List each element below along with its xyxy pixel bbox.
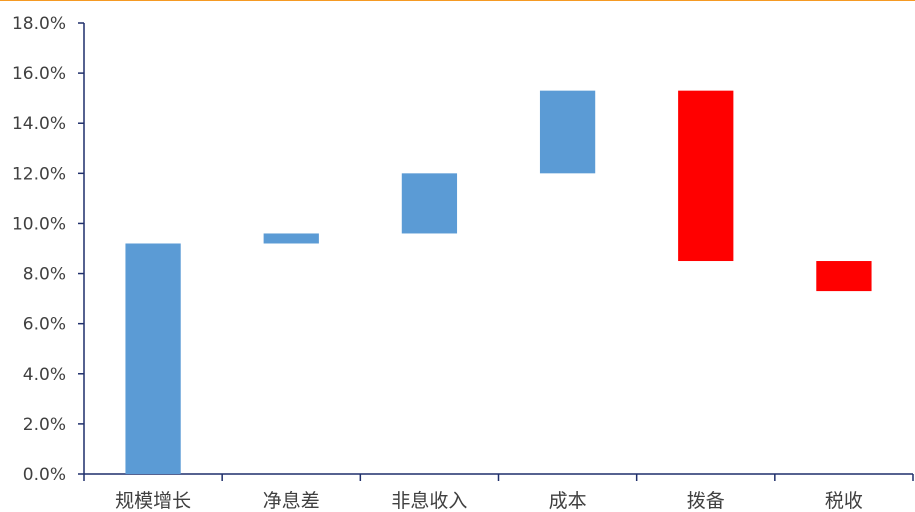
y-tick-label: 8.0%: [23, 265, 66, 285]
y-tick-label: 16.0%: [12, 64, 66, 84]
x-category-label: 规模增长: [115, 490, 191, 512]
x-category-label: 成本: [549, 490, 587, 512]
x-category-label: 拨备: [687, 490, 725, 512]
y-tick-label: 2.0%: [23, 415, 66, 435]
y-tick-label: 14.0%: [12, 114, 66, 134]
y-tick-label: 18.0%: [12, 14, 66, 34]
bar-6: [816, 261, 872, 292]
y-axis: 0.0% 2.0% 4.0% 6.0% 8.0% 10.0% 12.0% 14.0% 16.0%…: [12, 14, 85, 485]
y-tick-label: 12.0%: [12, 164, 66, 184]
bar-1: [125, 243, 181, 474]
x-category-label: 净息差: [263, 490, 320, 512]
bar-4: [539, 90, 596, 174]
y-tick-label: 6.0%: [23, 315, 66, 335]
y-tick-label: 0.0%: [23, 465, 66, 485]
bar-2: [263, 233, 319, 244]
x-axis: 规模增长 净息差 非息收入 成本 拨备 税收: [83, 473, 914, 512]
y-tick-label: 4.0%: [23, 365, 66, 385]
bar-3: [401, 173, 458, 234]
y-tick-label: 10.0%: [12, 214, 66, 234]
bars: [125, 90, 872, 474]
bar-5: [678, 90, 734, 262]
x-category-label: 非息收入: [391, 490, 467, 512]
x-category-label: 税收: [825, 490, 863, 512]
